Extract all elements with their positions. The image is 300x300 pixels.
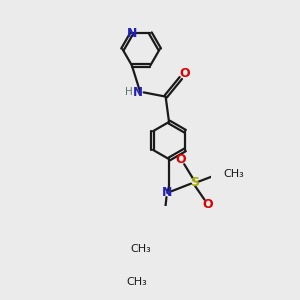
Text: N: N xyxy=(127,27,137,40)
Text: N: N xyxy=(133,86,143,99)
Text: CH₃: CH₃ xyxy=(223,169,244,179)
Text: O: O xyxy=(202,198,213,211)
Text: CH₃: CH₃ xyxy=(126,277,147,286)
Text: H: H xyxy=(125,87,133,98)
Text: O: O xyxy=(179,67,190,80)
Text: O: O xyxy=(176,153,186,166)
Text: N: N xyxy=(162,186,172,200)
Text: S: S xyxy=(190,176,199,189)
Text: CH₃: CH₃ xyxy=(130,244,151,254)
